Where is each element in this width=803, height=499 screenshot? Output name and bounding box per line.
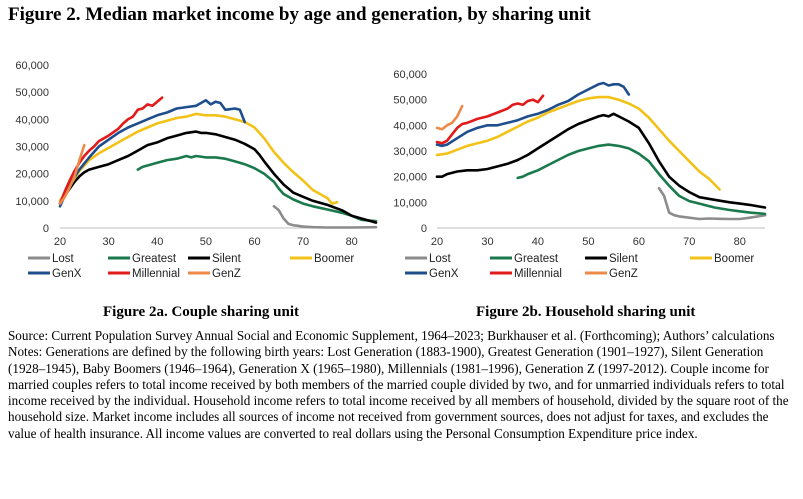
legend-label-genx: GenX [429, 268, 459, 280]
caption-figure-2a: Figure 2a. Couple sharing unit [103, 304, 300, 320]
legend-label-lost: Lost [52, 253, 75, 265]
x-tick-label: 20 [54, 236, 66, 248]
y-tick-label: 30,000 [15, 142, 49, 154]
figure-title: Figure 2. Median market income by age an… [8, 4, 591, 25]
x-tick-label: 30 [102, 236, 114, 248]
caption-figure-2b: Figure 2b. Household sharing unit [476, 304, 696, 320]
y-tick-label: 40,000 [393, 120, 427, 132]
legend-label-silent: Silent [609, 253, 639, 265]
legend-label-genz: GenZ [609, 268, 638, 280]
y-tick-label: 10,000 [15, 196, 49, 208]
x-tick-label: 50 [582, 236, 594, 248]
legend-label-genz: GenZ [212, 268, 241, 280]
series-line-genz [435, 104, 464, 131]
legend-label-millennial: Millennial [514, 268, 562, 280]
x-tick-label: 40 [151, 236, 163, 248]
series-line-genz [58, 143, 86, 205]
series-line-boomer [435, 95, 721, 191]
y-tick-label: 0 [43, 223, 49, 235]
legend-label-boomer: Boomer [314, 253, 354, 265]
x-tick-label: 40 [532, 236, 544, 248]
source-note: Source: Current Population Survey Annual… [8, 328, 775, 343]
x-tick-label: 80 [346, 236, 358, 248]
x-tick-label: 70 [297, 236, 309, 248]
y-tick-label: 20,000 [15, 169, 49, 181]
x-tick-label: 20 [431, 236, 443, 248]
y-tick-label: 60,000 [15, 60, 49, 72]
series-line-lost [657, 186, 767, 221]
x-tick-label: 80 [734, 236, 746, 248]
series-line-silent [435, 112, 767, 209]
series-line-lost [272, 205, 378, 229]
x-tick-label: 70 [683, 236, 695, 248]
notes-text: Notes: Generations are defined by the fo… [8, 344, 789, 441]
x-tick-label: 60 [248, 236, 260, 248]
legend-label-millennial: Millennial [132, 268, 180, 280]
y-tick-label: 10,000 [393, 197, 427, 209]
series-line-greatest [136, 154, 378, 223]
legend-label-genx: GenX [52, 268, 82, 280]
series-line-greatest [516, 143, 767, 216]
y-tick-label: 30,000 [393, 146, 427, 158]
x-tick-label: 60 [633, 236, 645, 248]
notes-block: Source: Current Population Survey Annual… [8, 328, 798, 442]
series-line-genx [58, 99, 246, 208]
y-tick-label: 60,000 [393, 69, 427, 81]
series-line-silent [58, 130, 378, 224]
y-tick-label: 50,000 [15, 87, 49, 99]
y-tick-label: 0 [421, 223, 427, 235]
legend-label-lost: Lost [429, 253, 452, 265]
y-tick-label: 50,000 [393, 95, 427, 107]
x-tick-label: 50 [200, 236, 212, 248]
legend-label-silent: Silent [212, 253, 242, 265]
series-line-genx [435, 81, 631, 148]
series-line-boomer [58, 112, 339, 205]
legend-label-greatest: Greatest [132, 253, 177, 265]
y-tick-label: 20,000 [393, 172, 427, 184]
legend-label-greatest: Greatest [514, 253, 559, 265]
y-tick-label: 40,000 [15, 114, 49, 126]
series-line-millennial [435, 94, 545, 145]
x-tick-label: 30 [481, 236, 493, 248]
legend-label-boomer: Boomer [714, 253, 754, 265]
